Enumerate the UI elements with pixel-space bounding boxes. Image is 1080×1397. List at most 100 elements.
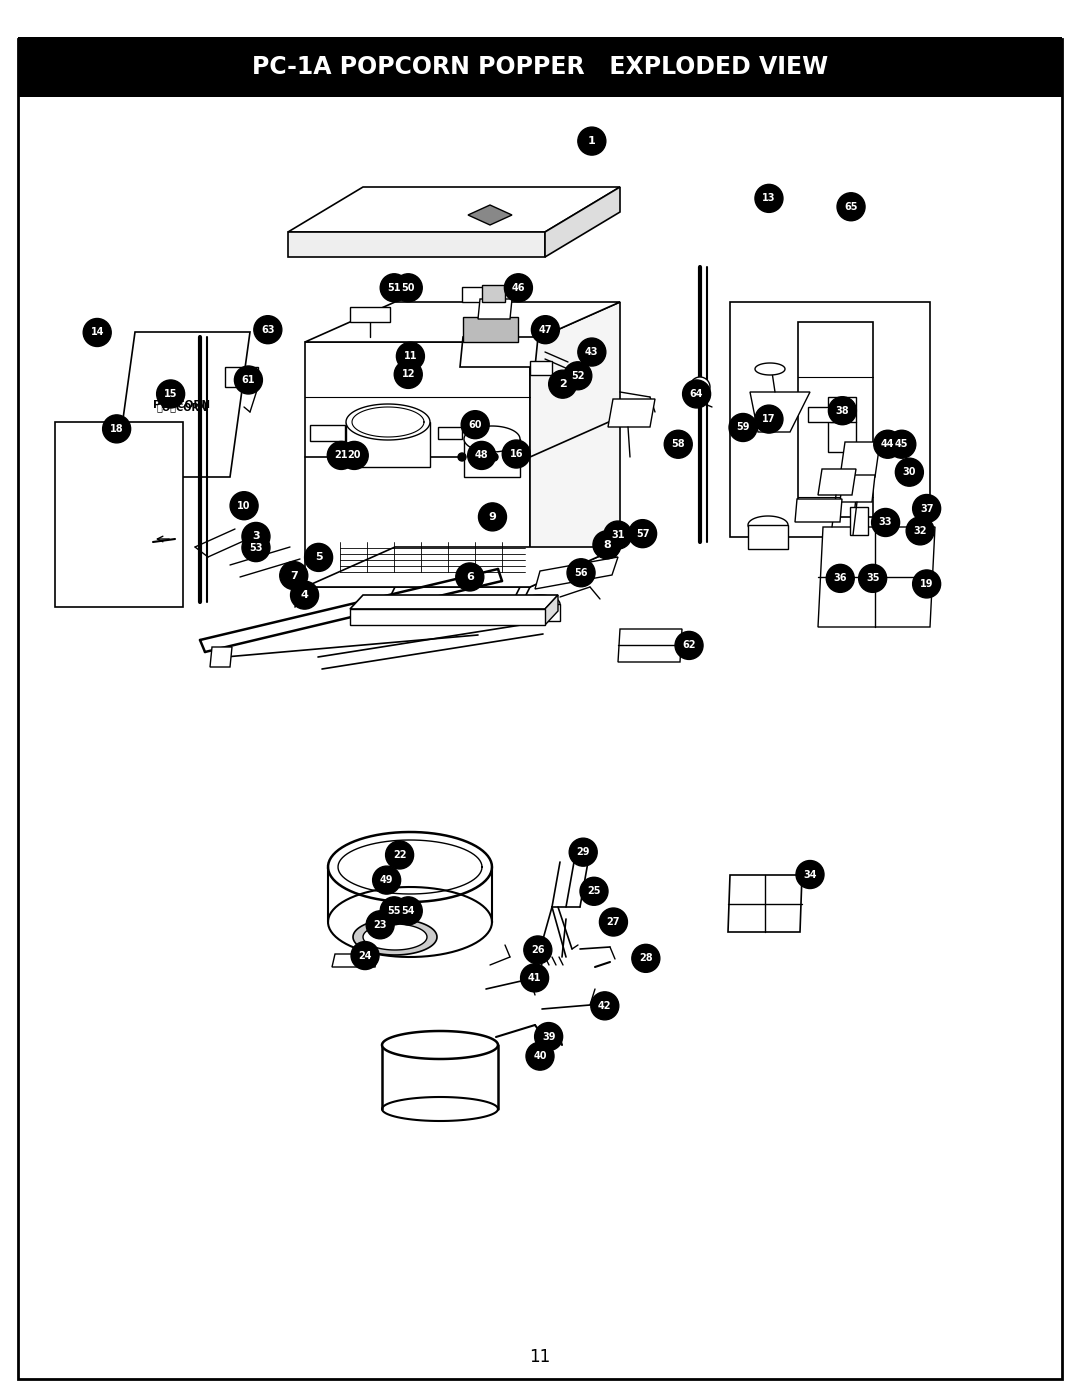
Polygon shape: [346, 404, 430, 440]
Polygon shape: [114, 332, 249, 476]
Bar: [18, 36, 1062, 96]
Text: 27: 27: [607, 916, 620, 928]
Polygon shape: [545, 187, 620, 257]
Text: 7: 7: [289, 570, 298, 581]
Text: 59: 59: [737, 422, 750, 433]
Text: 54: 54: [402, 905, 415, 916]
Circle shape: [837, 193, 865, 221]
Polygon shape: [748, 515, 788, 534]
Polygon shape: [438, 427, 462, 439]
Circle shape: [826, 564, 854, 592]
Text: 43: 43: [585, 346, 598, 358]
Circle shape: [604, 521, 632, 549]
Circle shape: [394, 274, 422, 302]
Circle shape: [242, 534, 270, 562]
Text: 14: 14: [91, 327, 104, 338]
Circle shape: [474, 453, 482, 461]
Circle shape: [490, 453, 498, 461]
Circle shape: [242, 522, 270, 550]
Circle shape: [351, 942, 379, 970]
Polygon shape: [310, 425, 345, 441]
Text: 58: 58: [672, 439, 685, 450]
Circle shape: [535, 1023, 563, 1051]
Polygon shape: [618, 629, 681, 662]
Circle shape: [230, 492, 258, 520]
Text: 39: 39: [542, 1031, 555, 1042]
Text: 25: 25: [588, 886, 600, 897]
Text: 9: 9: [488, 511, 497, 522]
Text: 2: 2: [558, 379, 567, 390]
Polygon shape: [288, 232, 545, 257]
Circle shape: [291, 581, 319, 609]
Polygon shape: [353, 919, 437, 956]
Circle shape: [872, 509, 900, 536]
Polygon shape: [530, 360, 552, 374]
Bar: [798, 321, 873, 517]
Polygon shape: [350, 307, 390, 321]
Polygon shape: [382, 1031, 498, 1059]
Circle shape: [280, 562, 308, 590]
Text: 16: 16: [510, 448, 523, 460]
Text: 44: 44: [881, 439, 894, 450]
Text: 37: 37: [920, 503, 933, 514]
Circle shape: [578, 127, 606, 155]
Text: 11: 11: [529, 1348, 551, 1366]
Circle shape: [729, 414, 757, 441]
Circle shape: [394, 360, 422, 388]
Circle shape: [157, 380, 185, 408]
Circle shape: [504, 274, 532, 302]
Polygon shape: [750, 393, 810, 432]
Circle shape: [913, 570, 941, 598]
Circle shape: [580, 877, 608, 905]
Circle shape: [521, 964, 549, 992]
Circle shape: [380, 274, 408, 302]
Circle shape: [906, 517, 934, 545]
Text: 56: 56: [575, 567, 588, 578]
Polygon shape: [464, 439, 519, 476]
Circle shape: [502, 440, 530, 468]
Circle shape: [396, 342, 424, 370]
Text: 8: 8: [603, 539, 611, 550]
Text: 57: 57: [636, 528, 649, 539]
Circle shape: [478, 503, 507, 531]
Circle shape: [380, 897, 408, 925]
Text: 42: 42: [598, 1000, 611, 1011]
Polygon shape: [519, 595, 561, 613]
Text: 28: 28: [639, 953, 652, 964]
Text: 21: 21: [335, 450, 348, 461]
Text: 46: 46: [512, 282, 525, 293]
Circle shape: [531, 316, 559, 344]
Circle shape: [526, 1042, 554, 1070]
Circle shape: [683, 380, 711, 408]
Circle shape: [549, 370, 577, 398]
Circle shape: [366, 911, 394, 939]
Text: 64: 64: [690, 388, 703, 400]
Text: 10: 10: [238, 500, 251, 511]
Text: 12: 12: [402, 369, 415, 380]
Polygon shape: [535, 557, 618, 590]
Text: 30: 30: [903, 467, 916, 478]
Text: 51: 51: [388, 282, 401, 293]
Polygon shape: [728, 875, 802, 932]
Circle shape: [386, 841, 414, 869]
Circle shape: [591, 992, 619, 1020]
Polygon shape: [225, 367, 258, 387]
Text: 32: 32: [914, 525, 927, 536]
Text: 53: 53: [249, 542, 262, 553]
Text: 15: 15: [164, 388, 177, 400]
Polygon shape: [288, 187, 620, 232]
Polygon shape: [482, 285, 505, 302]
Text: 31: 31: [611, 529, 624, 541]
Text: 19: 19: [920, 578, 933, 590]
Polygon shape: [840, 441, 880, 476]
Polygon shape: [530, 302, 620, 587]
Circle shape: [103, 415, 131, 443]
Circle shape: [305, 543, 333, 571]
Circle shape: [690, 377, 710, 397]
Circle shape: [564, 362, 592, 390]
Circle shape: [888, 430, 916, 458]
Circle shape: [458, 453, 465, 461]
Polygon shape: [818, 469, 856, 495]
Circle shape: [254, 316, 282, 344]
Text: 24: 24: [359, 950, 372, 961]
